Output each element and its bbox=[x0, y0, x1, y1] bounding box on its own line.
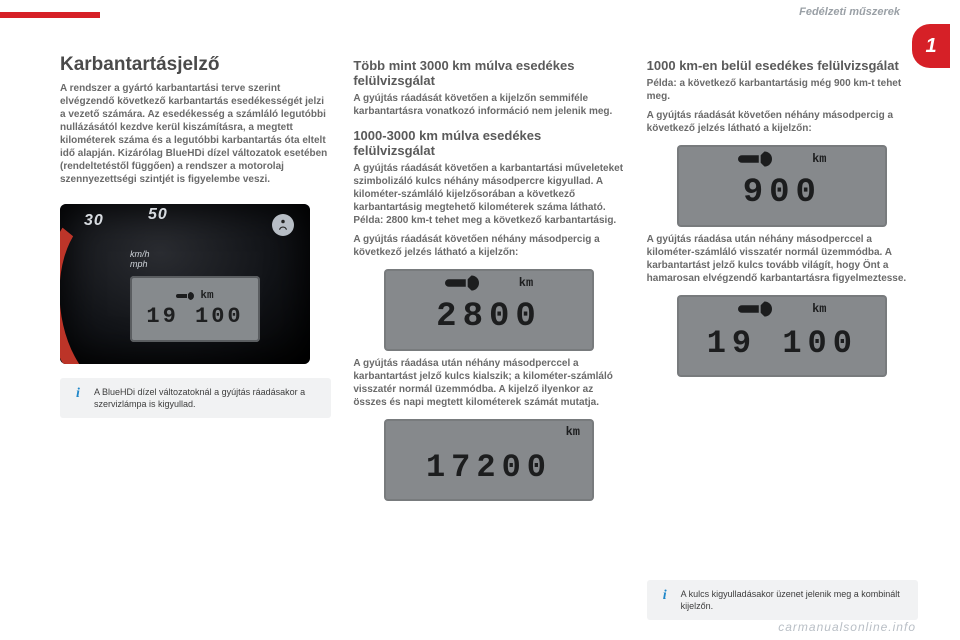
lcd-17200-unit: km bbox=[566, 425, 580, 439]
column-right: 1000 km-en belül esedékes felülvizsgálat… bbox=[647, 54, 918, 620]
wrench-icon bbox=[738, 151, 772, 167]
wrench-icon bbox=[738, 301, 772, 317]
info-box-bluehdi: i A BlueHDi dízel változatoknál a gyújtá… bbox=[60, 378, 331, 418]
wrench-icon bbox=[445, 275, 479, 291]
content-columns: Karbantartásjelző A rendszer a gyártó ka… bbox=[60, 54, 918, 620]
page: Fedélzeti műszerek 1 Karbantartásjelző A… bbox=[0, 0, 960, 640]
text-after-2800: A gyújtás ráadása után néhány másodpercc… bbox=[353, 357, 624, 409]
lcd-19100-unit: km bbox=[812, 302, 826, 316]
text-1000-3000-b: A gyújtás ráadását követően néhány másod… bbox=[353, 233, 624, 259]
text-after-900: A gyújtás ráadása után néhány másodpercc… bbox=[647, 233, 918, 285]
page-title: Karbantartásjelző bbox=[60, 54, 331, 76]
lcd-2800-value: 2800 bbox=[436, 298, 542, 336]
gauge-tick-50: 50 bbox=[148, 206, 168, 224]
gauge-tick-30: 30 bbox=[84, 212, 104, 230]
heading-under-1000: 1000 km-en belül esedékes felülvizsgálat bbox=[647, 58, 918, 73]
column-middle: Több mint 3000 km múlva esedékes felülvi… bbox=[353, 54, 624, 620]
info-icon: i bbox=[657, 588, 673, 604]
gauge-inner-screen: km 19 100 bbox=[130, 276, 260, 342]
lcd-900-unit: km bbox=[812, 152, 826, 166]
gauge-photo: 30 50 km/h mph km 19 100 bbox=[60, 204, 310, 364]
heading-over-3000: Több mint 3000 km múlva esedékes felülvi… bbox=[353, 58, 624, 88]
text-under-1000-a: Példa: a következő karbantartásig még 90… bbox=[647, 77, 918, 103]
seatbelt-icon bbox=[272, 214, 294, 236]
gauge-screen-value: 19 100 bbox=[146, 304, 243, 329]
lcd-900: km 900 bbox=[677, 145, 887, 227]
wrench-icon bbox=[176, 291, 194, 301]
section-header: Fedélzeti műszerek bbox=[799, 6, 900, 18]
lcd-19100: km 19 100 bbox=[677, 295, 887, 377]
text-1000-3000-a: A gyújtás ráadását követően a karbantart… bbox=[353, 162, 624, 227]
lcd-900-value: 900 bbox=[743, 174, 822, 212]
gauge-screen-unit: km bbox=[200, 290, 213, 302]
lcd-2800-unit: km bbox=[519, 276, 533, 290]
info-text-key: A kulcs kigyulladásakor üzenet jelenik m… bbox=[681, 588, 908, 612]
info-icon: i bbox=[70, 386, 86, 402]
heading-1000-3000: 1000-3000 km múlva esedékes felülvizsgál… bbox=[353, 128, 624, 158]
gauge-units: km/h mph bbox=[130, 250, 150, 270]
lcd-19100-value: 19 100 bbox=[707, 325, 858, 362]
footer-watermark: carmanualsonline.info bbox=[778, 620, 916, 634]
lcd-2800: km 2800 bbox=[384, 269, 594, 351]
info-text-bluehdi: A BlueHDi dízel változatoknál a gyújtás … bbox=[94, 386, 321, 410]
info-box-key: i A kulcs kigyulladásakor üzenet jelenik… bbox=[647, 580, 918, 620]
chapter-stripe bbox=[0, 12, 100, 18]
column-left: Karbantartásjelző A rendszer a gyártó ka… bbox=[60, 54, 331, 620]
text-under-1000-b: A gyújtás ráadását követően néhány másod… bbox=[647, 109, 918, 135]
text-over-3000: A gyújtás ráadását követően a kijelzőn s… bbox=[353, 92, 624, 118]
intro-text: A rendszer a gyártó karbantartási terve … bbox=[60, 82, 331, 186]
lcd-17200: km 17200 bbox=[384, 419, 594, 501]
lcd-17200-value: 17200 bbox=[426, 449, 552, 486]
